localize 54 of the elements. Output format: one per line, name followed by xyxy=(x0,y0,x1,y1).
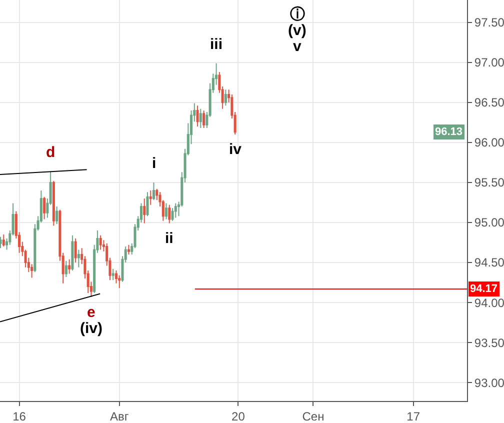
y-tick-label: 96.50 xyxy=(474,96,504,110)
annotation: v xyxy=(293,38,302,55)
annotation: e xyxy=(87,304,96,321)
y-tick-label: 94.00 xyxy=(474,296,504,310)
annotation: ii xyxy=(165,230,174,247)
candlestick xyxy=(152,182,156,201)
y-tick-label: 95.50 xyxy=(474,176,504,190)
candlestick xyxy=(202,110,206,129)
candlestick xyxy=(165,202,168,220)
candlestick xyxy=(143,198,146,224)
candlestick xyxy=(146,192,149,217)
y-tick-label: 94.50 xyxy=(474,256,504,270)
candlestick xyxy=(71,234,74,272)
candlestick xyxy=(171,208,174,222)
candlestick xyxy=(168,204,171,224)
annotation: 96.13 xyxy=(435,126,463,138)
annotation: (v) xyxy=(288,22,306,39)
candlestick xyxy=(0,236,2,249)
candlestick xyxy=(74,238,77,264)
candlestick xyxy=(224,89,227,106)
x-tick-label: Сен xyxy=(302,409,324,423)
candlestick xyxy=(114,270,118,284)
candlestick xyxy=(77,249,80,268)
y-tick-label: 93.00 xyxy=(474,376,504,390)
y-tick-label: 97.50 xyxy=(474,16,504,30)
annotation: (iv) xyxy=(80,320,103,337)
y-tick-label: 95.00 xyxy=(474,216,504,230)
candlestick xyxy=(112,268,114,281)
y-tick-label: 93.50 xyxy=(474,336,504,350)
x-tick-label: 20 xyxy=(232,409,246,423)
candlestick xyxy=(99,234,102,250)
y-tick-label: 96.00 xyxy=(474,136,504,150)
candlestick xyxy=(174,202,177,218)
candlestick xyxy=(196,105,199,127)
x-tick-label: 17 xyxy=(406,409,420,423)
candlestick xyxy=(149,190,152,206)
candlestick xyxy=(68,258,71,274)
candlestick xyxy=(127,244,130,256)
candlestick xyxy=(118,274,121,289)
candlestick xyxy=(56,206,58,225)
candlestick xyxy=(199,108,202,129)
annotation: iv xyxy=(229,141,242,158)
annotation: iii xyxy=(210,36,223,53)
x-tick-label: Авг xyxy=(110,409,130,423)
candlestick xyxy=(43,196,46,220)
x-tick-label: 16 xyxy=(12,409,26,423)
candlestick xyxy=(2,234,5,248)
annotation: d xyxy=(46,144,56,161)
annotation: i xyxy=(152,155,156,172)
y-tick-label: 97.00 xyxy=(474,56,504,70)
candlestick xyxy=(64,260,68,278)
data-label: 94.17 xyxy=(470,283,498,295)
annotation: ⓘ xyxy=(290,6,305,23)
candlestick xyxy=(52,180,55,226)
